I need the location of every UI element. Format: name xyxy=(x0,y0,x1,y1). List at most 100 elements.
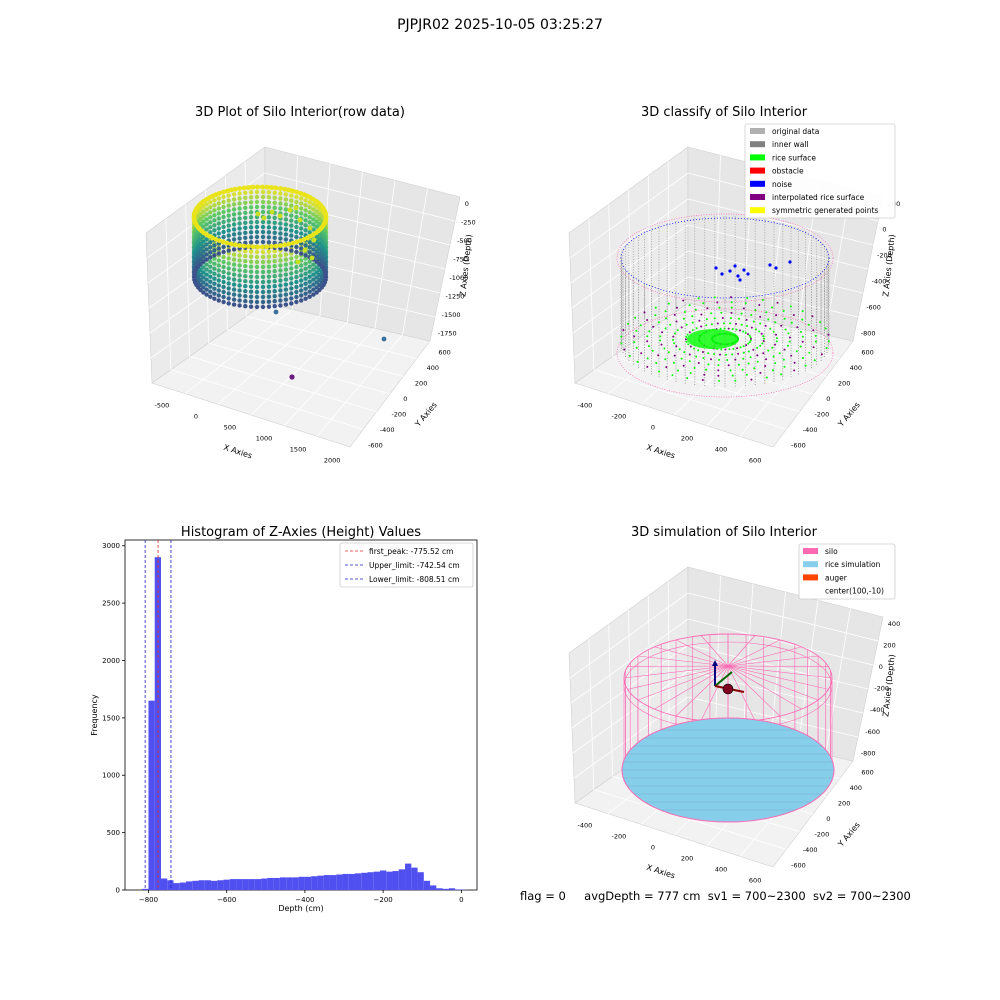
chart1-data-point xyxy=(278,253,283,258)
chart2-rice-surface-point xyxy=(716,301,719,304)
chart2-rice-surface-point xyxy=(752,348,755,351)
chart1-data-point xyxy=(237,216,242,221)
chart4-y-tick-label: 0 xyxy=(826,815,830,823)
chart1-data-point xyxy=(231,202,237,207)
chart1-data-point xyxy=(299,273,304,278)
chart1-data-point xyxy=(278,288,283,293)
chart3-y-tick-label: 3000 xyxy=(102,542,120,550)
chart2-rice-surface-point xyxy=(716,322,719,325)
chart2-rice-surface-point xyxy=(623,348,626,351)
chart1-data-point xyxy=(294,249,299,255)
chart1-data-point xyxy=(243,200,248,205)
chart3-y-tick-label: 1500 xyxy=(102,714,120,722)
chart1-data-point xyxy=(303,276,308,281)
chart1-data-point xyxy=(294,194,299,200)
chart1-data-point xyxy=(226,276,231,281)
chart1-data-point xyxy=(237,211,242,216)
chart1-data-point xyxy=(221,199,226,205)
chart1-data-point xyxy=(299,246,304,251)
chart1-data-point xyxy=(221,244,226,250)
chart2-rice-surface-point xyxy=(790,321,793,324)
chart1-data-point xyxy=(266,240,272,245)
chart1-data-point xyxy=(216,231,221,236)
chart1-data-point xyxy=(221,269,226,275)
chart1-data-point xyxy=(311,292,316,297)
chart1-data-point xyxy=(243,220,248,225)
chart1-data-point xyxy=(248,284,254,289)
chart2-rice-surface-point xyxy=(655,362,658,364)
chart2-rice-surface-point xyxy=(814,340,817,343)
chart1-data-point xyxy=(314,290,319,295)
chart1-data-point xyxy=(323,272,328,277)
chart1-data-point xyxy=(255,211,261,217)
chart1-data-point xyxy=(221,254,226,260)
chart2-rice-surface-point xyxy=(731,374,734,377)
chart1-data-point xyxy=(260,239,266,245)
chart1-data-point xyxy=(289,286,294,291)
chart2-rice-surface-point xyxy=(819,321,822,324)
chart4-z-tick-label: 400 xyxy=(888,620,900,628)
chart3-bar xyxy=(267,877,274,890)
chart4-y-tick-label: 400 xyxy=(850,784,862,792)
chart1-data-point xyxy=(204,247,209,252)
chart1-data-point xyxy=(303,256,308,261)
chart1-data-point xyxy=(217,191,222,196)
chart1-y-tick-label: 600 xyxy=(438,348,450,356)
chart1-data-point xyxy=(243,284,248,289)
chart1-data-point xyxy=(216,273,221,278)
chart1-data-point xyxy=(212,256,217,261)
chart3-bar xyxy=(448,888,456,890)
chart2-rice-surface-point xyxy=(742,307,745,310)
chart3-bar xyxy=(254,879,262,890)
chart2-rice-surface-point xyxy=(693,347,696,350)
chart4-z-tick-label: -200 xyxy=(874,685,889,693)
chart1-data-point xyxy=(231,252,237,257)
chart2-rice-surface-point xyxy=(747,342,750,345)
chart1-data-point xyxy=(204,282,209,287)
chart1-data-point xyxy=(250,184,256,190)
chart1-data-point xyxy=(287,207,293,213)
chart1-data-point xyxy=(204,262,209,267)
chart1-data-point xyxy=(294,189,300,195)
chart3-bar xyxy=(436,888,443,890)
chart2-noise-point xyxy=(736,274,740,278)
chart2-rice-surface-point xyxy=(758,304,761,306)
chart2-rice-surface-point xyxy=(801,357,804,359)
chart4-silo-spoke xyxy=(700,635,729,667)
chart3-bar xyxy=(298,876,305,890)
chart2-rice-surface-point xyxy=(685,336,688,338)
chart3-bar xyxy=(411,867,418,890)
chart2-rice-surface-point xyxy=(780,324,783,327)
chart2-y-tick-label: 0 xyxy=(826,395,830,403)
chart1-data-point xyxy=(212,218,217,223)
chart2-rice-surface-point xyxy=(622,329,625,331)
chart1-data-point xyxy=(216,293,221,298)
chart3-bar xyxy=(279,877,287,890)
chart2-pink-top-ring xyxy=(616,213,834,303)
chart1-data-point xyxy=(283,277,289,282)
chart1-data-point xyxy=(303,218,308,223)
chart1-data-point xyxy=(243,269,248,274)
chart3-legend-label: first_peak: -775.52 cm xyxy=(369,547,453,556)
chart2-rice-surface-point xyxy=(719,327,722,330)
chart2-rice-surface-point xyxy=(673,332,676,335)
chart2-rice-surface-point xyxy=(683,351,686,354)
chart1-z-tick-label: -1250 xyxy=(446,292,465,300)
chart1-data-point xyxy=(208,215,213,220)
chart1-data-point xyxy=(307,289,312,294)
chart2-rice-surface-point xyxy=(686,377,689,380)
chart2-legend-swatch xyxy=(750,154,765,161)
chart1-data-point xyxy=(286,187,292,193)
chart1-data-point xyxy=(260,264,266,270)
chart1-data-point xyxy=(299,201,304,206)
chart3-bar xyxy=(311,876,318,890)
chart2-rice-surface-point xyxy=(756,346,759,349)
chart1-data-point xyxy=(226,271,231,276)
chart2-x-axis-label: X Axies xyxy=(645,443,676,461)
status-flag: flag = 0 xyxy=(520,889,566,903)
chart1-data-point xyxy=(237,221,242,226)
chart1-data-point xyxy=(260,189,266,195)
chart1-data-point xyxy=(212,281,217,286)
chart1-data-point xyxy=(248,210,254,215)
chart1-x-tick-label: 500 xyxy=(224,423,236,431)
